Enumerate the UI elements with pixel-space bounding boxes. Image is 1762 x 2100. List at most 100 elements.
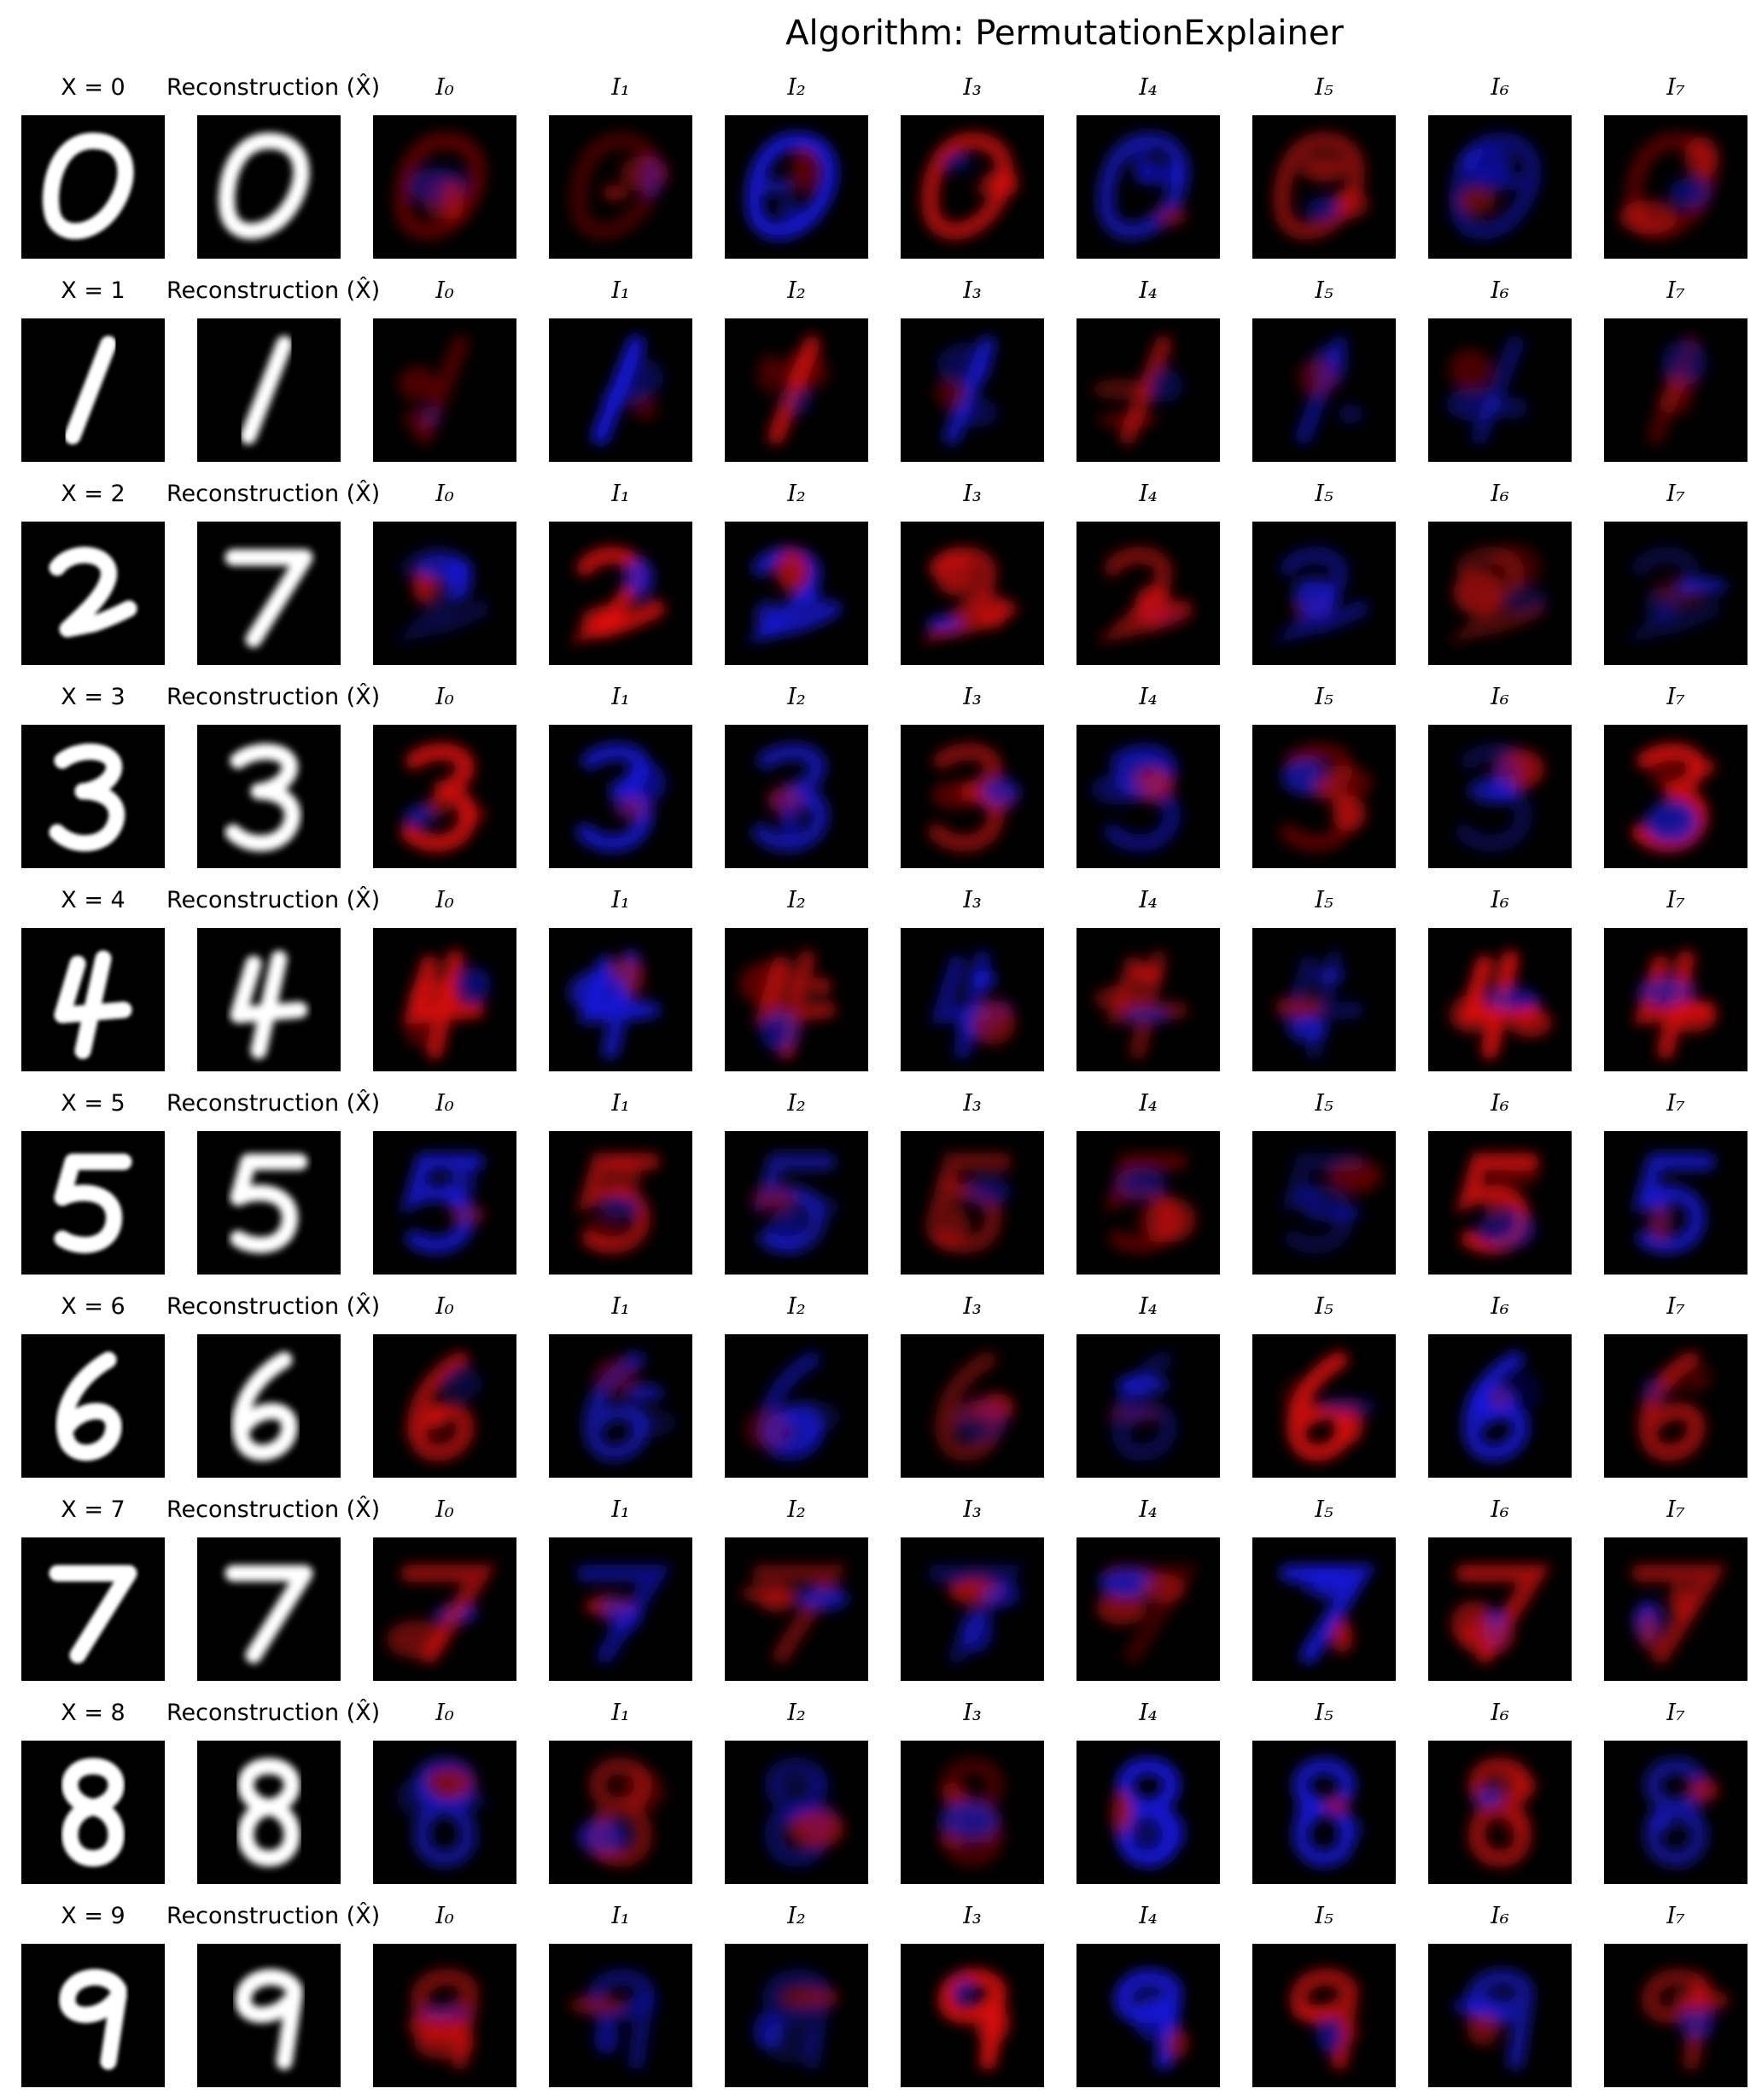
reconstruction-image bbox=[197, 725, 341, 868]
feature-label: I₅ bbox=[1315, 1903, 1333, 1929]
attribution-map bbox=[1076, 725, 1220, 868]
attribution-map bbox=[549, 1944, 692, 2087]
feature-label: I₃ bbox=[963, 887, 982, 913]
input-digit-image bbox=[21, 522, 165, 665]
feature-label: I₂ bbox=[787, 277, 806, 304]
reconstruction-label: Reconstruction (X̂) bbox=[166, 684, 381, 710]
feature-label: I₃ bbox=[963, 74, 982, 101]
attribution-map bbox=[373, 1131, 516, 1275]
attribution-map bbox=[373, 1741, 516, 1884]
feature-label: I₅ bbox=[1315, 1090, 1333, 1117]
feature-label: I₃ bbox=[963, 1293, 982, 1320]
attribution-map bbox=[1428, 1944, 1572, 2087]
feature-label: I₃ bbox=[963, 1700, 982, 1726]
attribution-map bbox=[1252, 1131, 1396, 1275]
input-digit-image bbox=[21, 1131, 165, 1275]
feature-label: I₃ bbox=[963, 1903, 982, 1929]
reconstruction-label: Reconstruction (X̂) bbox=[166, 887, 381, 913]
attribution-map bbox=[549, 115, 692, 259]
attribution-map bbox=[373, 1944, 516, 2087]
feature-label: I₇ bbox=[1666, 887, 1685, 913]
feature-label: I₇ bbox=[1666, 684, 1685, 710]
feature-label: I₄ bbox=[1139, 684, 1158, 710]
feature-label: I₇ bbox=[1666, 1090, 1685, 1117]
feature-label: I₂ bbox=[787, 481, 806, 507]
feature-label: I₄ bbox=[1139, 74, 1158, 101]
attribution-map bbox=[901, 1131, 1044, 1275]
attribution-map bbox=[1604, 1741, 1747, 1884]
input-digit-image bbox=[21, 1741, 165, 1884]
feature-label: I₁ bbox=[611, 1700, 630, 1726]
feature-label: I₁ bbox=[611, 887, 630, 913]
attribution-map bbox=[725, 928, 868, 1071]
attribution-map bbox=[1076, 1944, 1220, 2087]
feature-label: I₃ bbox=[963, 684, 982, 710]
feature-label: I₂ bbox=[787, 1090, 806, 1117]
feature-label: I₅ bbox=[1315, 1293, 1333, 1320]
feature-label: I₄ bbox=[1139, 1090, 1158, 1117]
attribution-map bbox=[1604, 928, 1747, 1071]
feature-label: I₂ bbox=[787, 1903, 806, 1929]
feature-label: I₄ bbox=[1139, 1496, 1158, 1523]
feature-label: I₃ bbox=[963, 481, 982, 507]
feature-label: I₄ bbox=[1139, 1293, 1158, 1320]
input-label: X = 6 bbox=[61, 1293, 125, 1320]
attribution-map bbox=[1604, 115, 1747, 259]
input-label: X = 4 bbox=[61, 887, 125, 913]
attribution-map bbox=[725, 318, 868, 462]
feature-label: I₅ bbox=[1315, 887, 1333, 913]
attribution-map bbox=[725, 725, 868, 868]
reconstruction-image bbox=[197, 115, 341, 259]
feature-label: I₂ bbox=[787, 684, 806, 710]
reconstruction-image bbox=[197, 1944, 341, 2087]
feature-label: I₄ bbox=[1139, 887, 1158, 913]
feature-label: I₀ bbox=[435, 277, 454, 304]
feature-label: I₆ bbox=[1491, 481, 1509, 507]
attribution-map bbox=[549, 725, 692, 868]
feature-label: I₁ bbox=[611, 277, 630, 304]
attribution-map bbox=[1252, 522, 1396, 665]
feature-label: I₆ bbox=[1491, 277, 1509, 304]
attribution-map bbox=[1428, 115, 1572, 259]
attribution-map bbox=[1428, 1537, 1572, 1681]
feature-label: I₁ bbox=[611, 1903, 630, 1929]
attribution-map bbox=[725, 1537, 868, 1681]
feature-label: I₂ bbox=[787, 74, 806, 101]
feature-label: I₀ bbox=[435, 481, 454, 507]
attribution-map bbox=[901, 1334, 1044, 1478]
attribution-map bbox=[725, 1131, 868, 1275]
input-label: X = 7 bbox=[61, 1496, 125, 1523]
feature-label: I₀ bbox=[435, 887, 454, 913]
attribution-map bbox=[1604, 1944, 1747, 2087]
attribution-map bbox=[1428, 1334, 1572, 1478]
feature-label: I₆ bbox=[1491, 1090, 1509, 1117]
feature-label: I₇ bbox=[1666, 1903, 1685, 1929]
attribution-map bbox=[1604, 318, 1747, 462]
feature-label: I₄ bbox=[1139, 1700, 1158, 1726]
reconstruction-image bbox=[197, 1131, 341, 1275]
attribution-map bbox=[373, 725, 516, 868]
feature-label: I₁ bbox=[611, 74, 630, 101]
input-label: X = 5 bbox=[61, 1090, 125, 1117]
input-label: X = 1 bbox=[61, 277, 125, 304]
attribution-map bbox=[1252, 1537, 1396, 1681]
feature-label: I₄ bbox=[1139, 481, 1158, 507]
feature-label: I₁ bbox=[611, 684, 630, 710]
attribution-map bbox=[1428, 928, 1572, 1071]
attribution-map bbox=[901, 115, 1044, 259]
feature-label: I₆ bbox=[1491, 1293, 1509, 1320]
attribution-map bbox=[549, 1131, 692, 1275]
attribution-map bbox=[1076, 928, 1220, 1071]
feature-label: I₀ bbox=[435, 74, 454, 101]
feature-label: I₁ bbox=[611, 1090, 630, 1117]
reconstruction-label: Reconstruction (X̂) bbox=[166, 1700, 381, 1726]
attribution-map bbox=[901, 1944, 1044, 2087]
attribution-map bbox=[1252, 115, 1396, 259]
attribution-map bbox=[1428, 1131, 1572, 1275]
attribution-map bbox=[1604, 1537, 1747, 1681]
attribution-map bbox=[549, 1334, 692, 1478]
feature-label: I₅ bbox=[1315, 684, 1333, 710]
attribution-map bbox=[373, 928, 516, 1071]
attribution-map bbox=[725, 1741, 868, 1884]
